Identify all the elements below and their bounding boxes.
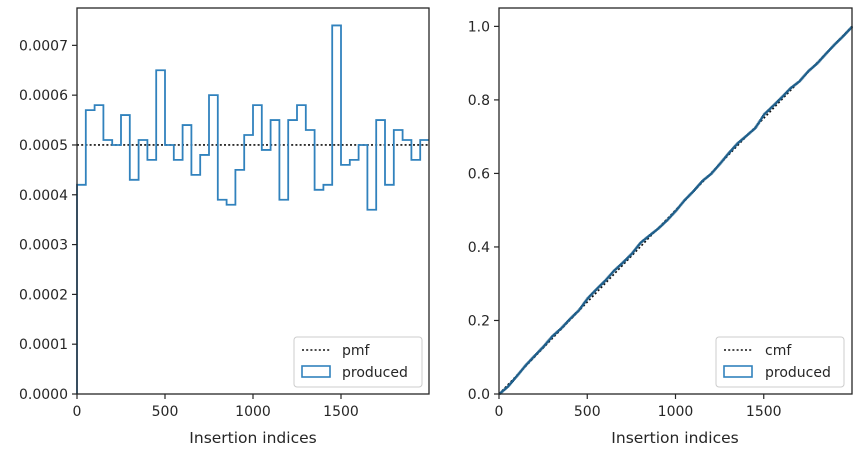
plot-area xyxy=(499,8,852,394)
y-tick-label: 0.0 xyxy=(468,387,490,403)
x-axis-label: Insertion indices xyxy=(611,429,738,447)
plot-area xyxy=(77,8,429,394)
y-tick-label: 0.0003 xyxy=(19,238,68,254)
y-tick-label: 0.0006 xyxy=(19,88,68,104)
y-tick-label: 0.0002 xyxy=(19,287,68,303)
y-tick-label: 0.0001 xyxy=(19,337,68,353)
produced-cumulative-step xyxy=(498,26,853,395)
legend-produced-label: produced xyxy=(342,365,408,381)
x-tick-label: 1500 xyxy=(323,404,359,420)
legend-produced-marker xyxy=(723,365,753,378)
x-tick-label: 500 xyxy=(574,404,601,420)
y-tick-label: 0.6 xyxy=(468,166,490,182)
produced-histogram-step xyxy=(76,24,429,394)
x-tick-label: 1000 xyxy=(658,404,694,420)
axes-frame xyxy=(76,7,430,395)
x-tick-label: 1000 xyxy=(235,404,271,420)
axes-frame xyxy=(498,7,853,395)
legend: pmf produced xyxy=(293,336,423,388)
y-tick-label: 0.0004 xyxy=(19,188,68,204)
cmf-panel: 0.0 0.2 0.4 0.6 0.8 1.0 0 500 1000 1500 Insertio… xyxy=(468,7,853,447)
y-tick-label: 0.2 xyxy=(468,313,490,329)
x-tick-label: 1500 xyxy=(746,404,782,420)
y-tick-label: 0.0007 xyxy=(19,38,68,54)
legend-box xyxy=(715,336,845,388)
y-tick-label: 0.0000 xyxy=(19,387,68,403)
x-tick-label: 0 xyxy=(495,404,504,420)
y-tick-label: 0.4 xyxy=(468,240,490,256)
x-tick-label: 0 xyxy=(73,404,82,420)
legend-pmf-label: pmf xyxy=(342,343,371,359)
legend: cmf produced xyxy=(715,336,845,388)
y-tick-label: 1.0 xyxy=(468,19,490,35)
pmf-panel: 0.0000 0.0001 0.0002 0.0003 0.0004 0.0005 0.00… xyxy=(19,7,430,447)
legend-box xyxy=(293,336,423,388)
x-tick-label: 500 xyxy=(152,404,179,420)
legend-produced-label: produced xyxy=(765,365,831,381)
y-tick-label: 0.8 xyxy=(468,93,490,109)
x-axis-label: Insertion indices xyxy=(189,429,316,447)
y-tick-label: 0.0005 xyxy=(19,138,68,154)
legend-cmf-label: cmf xyxy=(765,343,792,359)
legend-produced-marker xyxy=(301,365,331,378)
